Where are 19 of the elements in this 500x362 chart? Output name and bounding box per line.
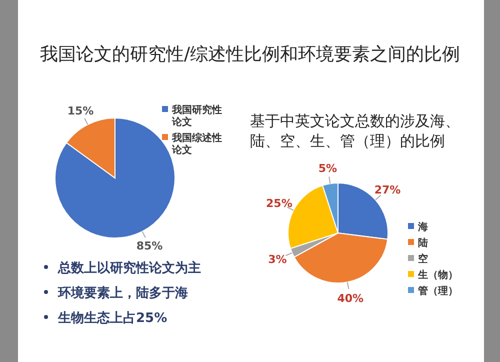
legend-label: 我国研究性论文: [171, 104, 222, 128]
chart-title: 我国论文的研究性/综述性比例和环境要素之间的比例: [40, 44, 460, 65]
text: 总数上以研究性论文为主: [57, 260, 201, 276]
data-label: 85%: [136, 240, 163, 253]
data-label: 5%: [318, 162, 338, 175]
chart-title: 基于中英文论文总数的涉及海、陆、空、生、管（理）的比例: [250, 112, 460, 150]
data-label: 40%: [337, 292, 364, 305]
data-label: 25%: [266, 197, 292, 210]
legend-label: 生（物）: [417, 269, 458, 281]
legend-label: 海: [417, 221, 428, 233]
legend-label: 空: [418, 253, 428, 265]
legend-label: 管（理）: [417, 285, 458, 297]
data-label: 15%: [67, 104, 94, 118]
text: 环境要素上，陆多于海: [57, 285, 188, 301]
text: 生物生态上占25%: [57, 310, 168, 326]
data-label: 27%: [374, 183, 401, 196]
legend-label: 陆: [418, 237, 428, 249]
legend-label: 我国综述性论文: [171, 132, 222, 156]
data-label: 3%: [268, 253, 287, 266]
